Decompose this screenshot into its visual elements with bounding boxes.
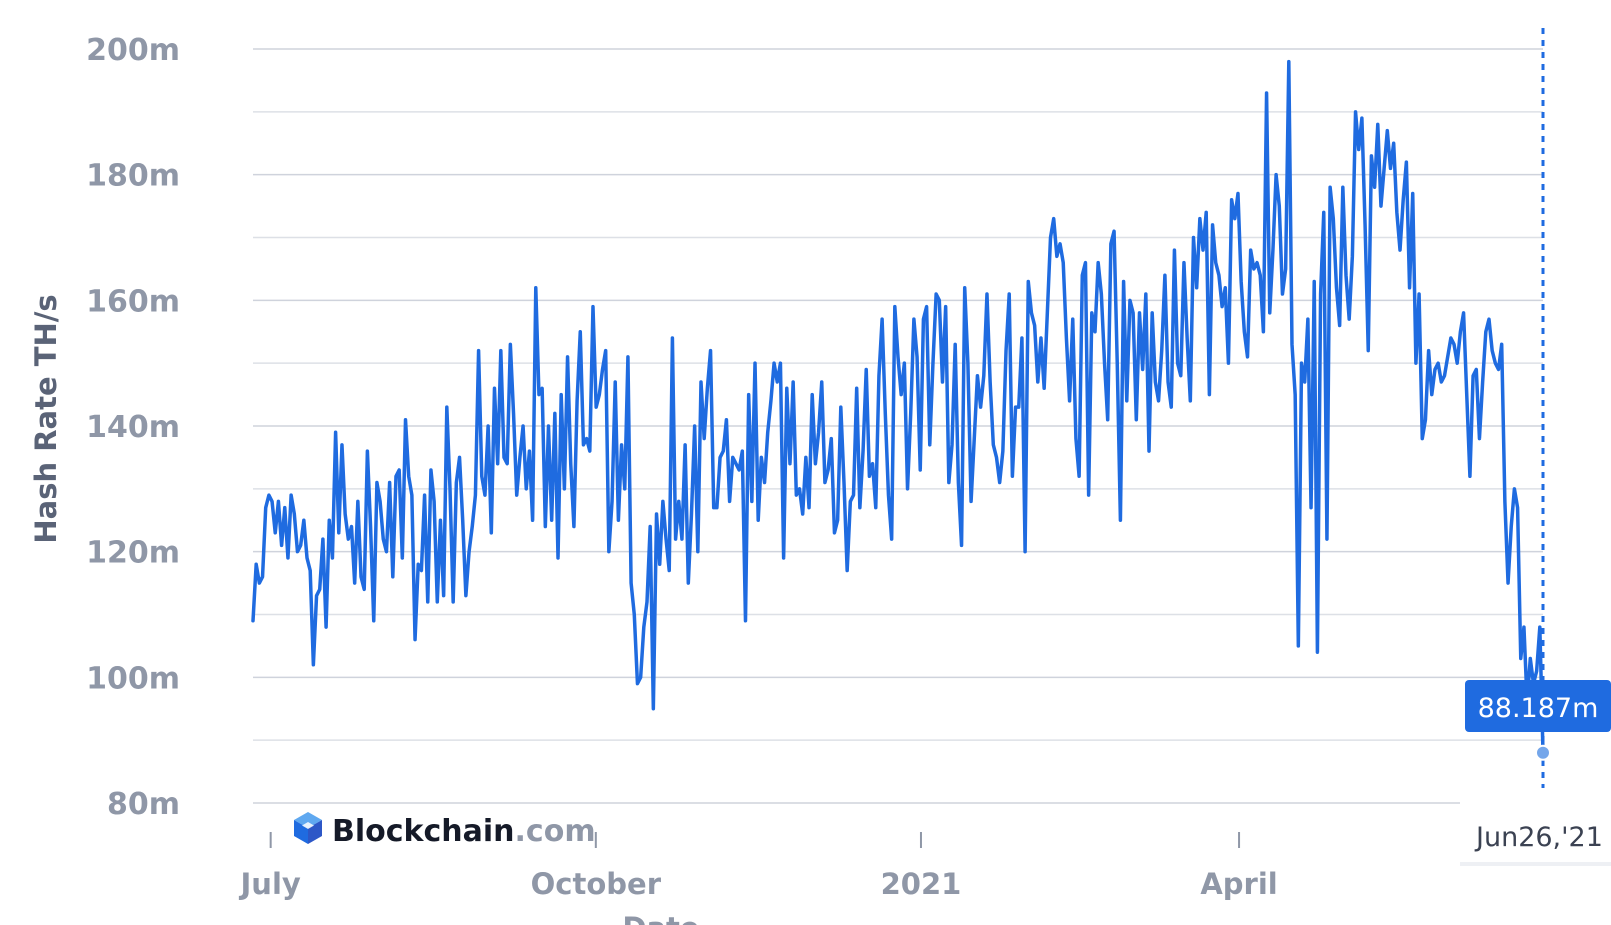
value-tooltip-box <box>1465 680 1611 732</box>
date-tooltip-box <box>1460 788 1611 865</box>
y-axis-label: Hash Rate TH/s <box>29 294 63 543</box>
y-tick-label: 160m <box>86 284 180 319</box>
x-tick-label: April <box>1200 867 1277 901</box>
svg-text:Blockchain.com: Blockchain.com <box>332 814 596 849</box>
brand-name: Blockchain <box>332 814 515 849</box>
y-axis-ticks: 200m 180m 160m 140m 120m 100m 80m <box>86 33 180 822</box>
cursor-point <box>1535 744 1551 761</box>
x-tick-label: October <box>531 867 662 901</box>
x-axis-ticks: July October 2021 April <box>239 832 1278 901</box>
y-tick-label: 120m <box>86 536 180 571</box>
series-line <box>251 59 1545 755</box>
series-layer <box>251 59 1545 755</box>
value-tooltip: 88.187m <box>1478 693 1599 724</box>
y-tick-label: 100m <box>86 661 180 696</box>
date-tooltip: Jun26,'21 <box>1474 822 1603 853</box>
blockchain-logo <box>294 812 322 844</box>
y-tick-label: 180m <box>86 159 180 194</box>
brand-suffix: .com <box>515 814 596 849</box>
x-axis-label: Date <box>622 911 699 925</box>
y-tick-label: 80m <box>107 787 180 822</box>
x-tick-label: 2021 <box>881 867 962 901</box>
x-tick-label: July <box>239 867 301 901</box>
y-tick-label: 200m <box>86 33 180 68</box>
y-tick-label: 140m <box>86 410 180 445</box>
